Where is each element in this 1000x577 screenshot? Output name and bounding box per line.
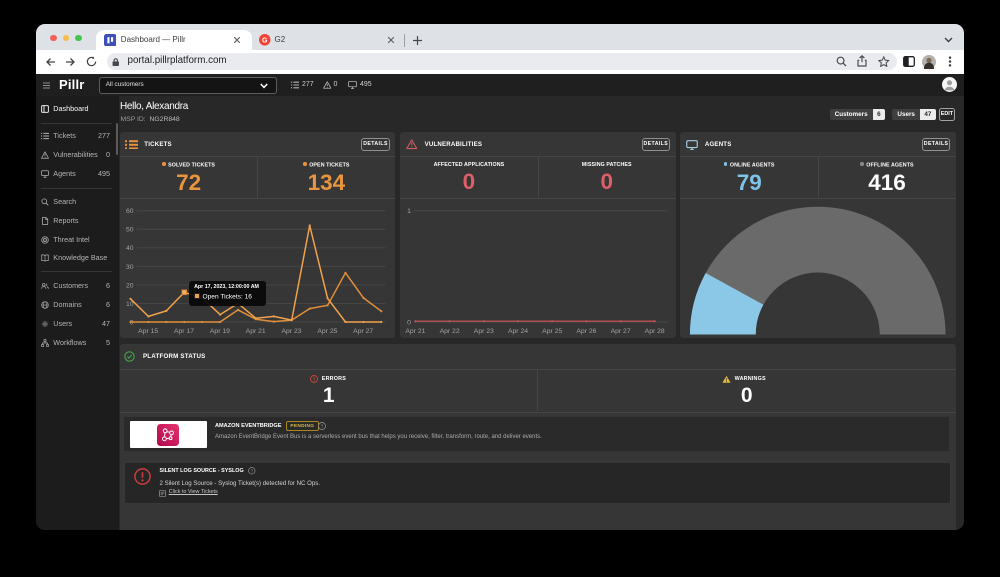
svg-text:Apr 23: Apr 23 xyxy=(281,328,301,335)
svg-text:Apr 17: Apr 17 xyxy=(174,328,194,335)
svg-text:Apr 25: Apr 25 xyxy=(317,328,337,335)
svg-text:60: 60 xyxy=(126,208,134,215)
svg-text:30: 30 xyxy=(126,263,134,270)
svg-text:40: 40 xyxy=(126,245,134,252)
svg-text:?: ? xyxy=(320,424,323,430)
svg-text:Apr 15: Apr 15 xyxy=(138,328,158,335)
svg-text:0: 0 xyxy=(130,319,134,326)
svg-text:Apr 21: Apr 21 xyxy=(405,328,425,335)
svg-text:50: 50 xyxy=(126,226,134,233)
svg-text:Apr 27: Apr 27 xyxy=(611,328,631,335)
svg-text:Apr 25: Apr 25 xyxy=(542,328,562,335)
svg-text:Apr 24: Apr 24 xyxy=(508,328,528,335)
svg-text:20: 20 xyxy=(126,282,134,289)
svg-text:1: 1 xyxy=(407,208,411,215)
svg-text:Apr 22: Apr 22 xyxy=(440,328,460,335)
svg-text:Apr 21: Apr 21 xyxy=(245,328,265,335)
svg-text:Apr 27: Apr 27 xyxy=(353,328,373,335)
svg-text:10: 10 xyxy=(126,300,134,307)
svg-text:0: 0 xyxy=(407,319,411,326)
svg-text:Apr 26: Apr 26 xyxy=(576,328,596,335)
svg-text:Apr 19: Apr 19 xyxy=(210,328,230,335)
svg-text:?: ? xyxy=(251,469,254,474)
svg-text:G: G xyxy=(262,38,268,45)
svg-text:Apr 23: Apr 23 xyxy=(474,328,494,335)
svg-text:Apr 28: Apr 28 xyxy=(645,328,665,335)
